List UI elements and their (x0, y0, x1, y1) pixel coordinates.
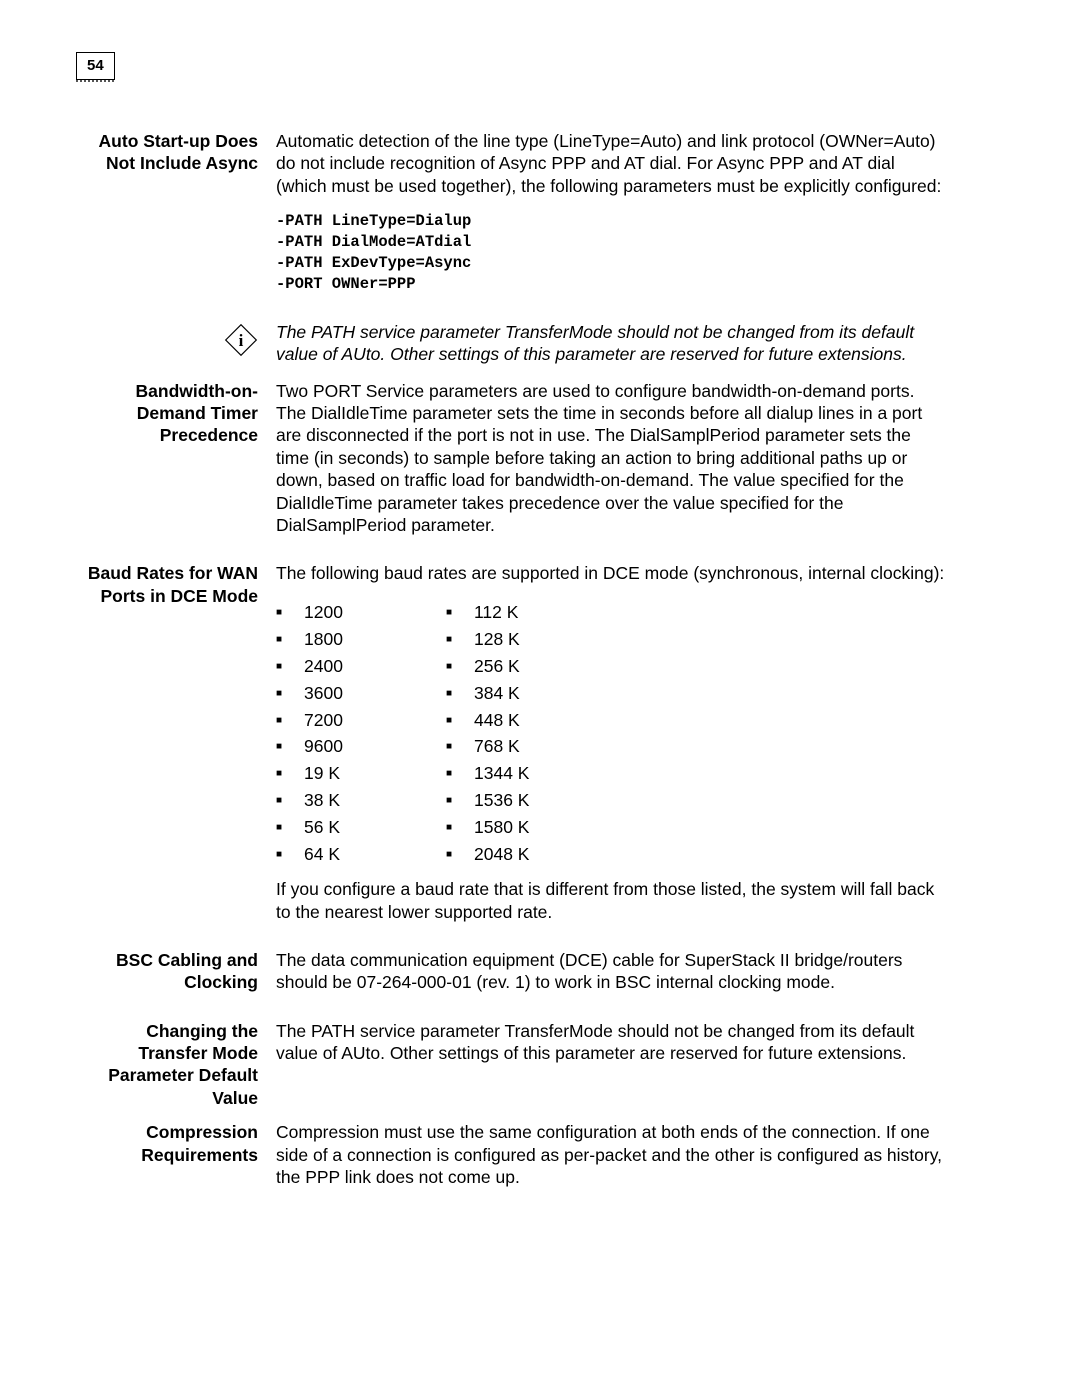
header-dotted-rule (76, 80, 114, 82)
heading-baud: Baud Rates for WAN Ports in DCE Mode (76, 562, 276, 937)
section-bsc: BSC Cabling and Clocking The data commun… (76, 949, 946, 1008)
page-number: 54 (76, 52, 115, 80)
para-baud-outro: If you configure a baud rate that is dif… (276, 878, 946, 923)
baud-rate-item: 19 K (276, 760, 446, 787)
baud-rate-item: 384 K (446, 680, 616, 707)
heading-compression: Compression Requirements (76, 1121, 276, 1202)
para-bandwidth: Two PORT Service parameters are used to … (276, 380, 946, 537)
para-bsc: The data communication equipment (DCE) c… (276, 949, 946, 994)
baud-rate-item: 1800 (276, 626, 446, 653)
baud-rate-item: 64 K (276, 841, 446, 868)
para-compression: Compression must use the same configurat… (276, 1121, 946, 1188)
heading-auto-startup: Auto Start-up Does Not Include Async (76, 130, 276, 309)
heading-bsc: BSC Cabling and Clocking (76, 949, 276, 1008)
baud-rate-item: 1344 K (446, 760, 616, 787)
heading-bandwidth: Bandwidth-on-Demand Timer Precedence (76, 380, 276, 551)
section-compression: Compression Requirements Compression mus… (76, 1121, 946, 1202)
section-bandwidth: Bandwidth-on-Demand Timer Precedence Two… (76, 380, 946, 551)
baud-rate-item: 2048 K (446, 841, 616, 868)
para-baud-intro: The following baud rates are supported i… (276, 562, 946, 584)
section-auto-startup: Auto Start-up Does Not Include Async Aut… (76, 130, 946, 309)
baud-rate-item: 112 K (446, 599, 616, 626)
baud-rate-item: 56 K (276, 814, 446, 841)
para-transfer: The PATH service parameter TransferMode … (276, 1020, 946, 1065)
baud-rate-list: 12001800240036007200960019 K38 K56 K64 K… (276, 599, 946, 868)
heading-transfer: Changing the Transfer Mode Parameter Def… (76, 1020, 276, 1110)
para-auto-startup: Automatic detection of the line type (Li… (276, 130, 946, 197)
baud-rate-item: 9600 (276, 733, 446, 760)
info-note-text: The PATH service parameter TransferMode … (276, 321, 946, 366)
baud-rate-item: 448 K (446, 707, 616, 734)
baud-rate-item: 128 K (446, 626, 616, 653)
info-icon: i (224, 323, 258, 357)
section-transfer: Changing the Transfer Mode Parameter Def… (76, 1020, 946, 1110)
baud-rate-item: 38 K (276, 787, 446, 814)
code-auto-startup: -PATH LineType=Dialup -PATH DialMode=ATd… (276, 211, 946, 295)
baud-rate-item: 768 K (446, 733, 616, 760)
info-note: i The PATH service parameter TransferMod… (76, 321, 946, 366)
baud-rate-item: 256 K (446, 653, 616, 680)
baud-rate-item: 1200 (276, 599, 446, 626)
baud-rate-item: 7200 (276, 707, 446, 734)
baud-rate-item: 1580 K (446, 814, 616, 841)
baud-rate-item: 3600 (276, 680, 446, 707)
page-content: Auto Start-up Does Not Include Async Aut… (76, 130, 946, 1214)
baud-rate-item: 2400 (276, 653, 446, 680)
section-baud: Baud Rates for WAN Ports in DCE Mode The… (76, 562, 946, 937)
baud-rate-item: 1536 K (446, 787, 616, 814)
svg-text:i: i (239, 331, 244, 350)
